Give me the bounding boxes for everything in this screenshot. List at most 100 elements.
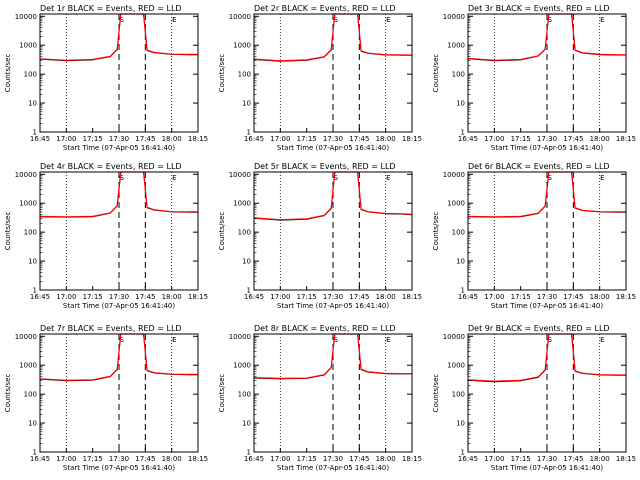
panel-1-ytick-label-0: 1 — [33, 129, 37, 137]
panel-7-xtick-label-6: 18:15 — [188, 455, 208, 463]
panel-7-xtick-label-4: 17:45 — [135, 455, 155, 463]
panel-3-ytick-label-4: 10000 — [443, 13, 465, 21]
panel-5-ytick-label-0: 1 — [247, 287, 251, 295]
panel-9-ytick-label-4: 10000 — [443, 333, 465, 341]
panel-4-title: Det 4r BLACK = Events, RED = LLD — [40, 162, 182, 171]
panel-9-ylabel: Counts/sec — [432, 374, 440, 413]
panel-7-xtick-label-3: 17:30 — [109, 455, 129, 463]
panel-8-marker-S: S — [334, 336, 339, 344]
panel-2-xtick-label-6: 18:15 — [402, 135, 422, 143]
panel-4-xtick-label-1: 17:00 — [56, 293, 76, 301]
chart-panel-9: Det 9r BLACK = Events, RED = LLD S E 1 10 100… — [432, 324, 636, 472]
panel-5-title: Det 5r BLACK = Events, RED = LLD — [254, 162, 396, 171]
panel-5-xtick-label-5: 18:00 — [376, 293, 396, 301]
panel-8-ytick-label-2: 100 — [238, 391, 251, 399]
panel-5-xtick-label-4: 17:45 — [349, 293, 369, 301]
panel-9-xtick-label-4: 17:45 — [563, 455, 583, 463]
panel-2-title: Det 2r BLACK = Events, RED = LLD — [254, 4, 396, 13]
chart-panel-4: Det 4r BLACK = Events, RED = LLD S E 1 10 100… — [4, 162, 208, 310]
chart-panel-7: Det 7r BLACK = Events, RED = LLD S E 1 10 100… — [4, 324, 208, 472]
panel-6-marker-S: S — [548, 174, 553, 182]
panel-1-ytick-label-4: 10000 — [15, 13, 37, 21]
chart-panel-3: Det 3r BLACK = Events, RED = LLD S E 1 10 100… — [432, 4, 636, 152]
panel-2-ytick-label-2: 100 — [238, 71, 251, 79]
panel-9-xtick-label-6: 18:15 — [616, 455, 636, 463]
panel-1-xtick-label-2: 17:15 — [83, 135, 103, 143]
panel-1-xtick-label-1: 17:00 — [56, 135, 76, 143]
panel-1-xtick-label-5: 18:00 — [162, 135, 182, 143]
panel-4-ytick-label-1: 10 — [28, 258, 37, 266]
panel-9-title: Det 9r BLACK = Events, RED = LLD — [468, 324, 610, 333]
panel-3-ytick-label-1: 10 — [456, 100, 465, 108]
panel-8-ylabel: Counts/sec — [218, 374, 226, 413]
panel-2-ytick-label-3: 1000 — [233, 42, 251, 50]
panel-3-xtick-label-0: 16:45 — [458, 135, 478, 143]
panel-6-xtick-label-0: 16:45 — [458, 293, 478, 301]
panel-5-ytick-label-1: 10 — [242, 258, 251, 266]
panel-3-marker-E: E — [600, 16, 604, 24]
panel-5-ytick-label-3: 1000 — [233, 200, 251, 208]
panel-8-ytick-label-0: 1 — [247, 449, 251, 457]
panel-3-xtick-label-4: 17:45 — [563, 135, 583, 143]
panel-1-xtick-label-0: 16:45 — [30, 135, 50, 143]
panel-6-xtick-label-5: 18:00 — [590, 293, 610, 301]
panel-6-xtick-label-1: 17:00 — [484, 293, 504, 301]
panel-9-marker-S: S — [548, 336, 553, 344]
panel-6-xtick-label-3: 17:30 — [537, 293, 557, 301]
panel-7-ytick-label-4: 10000 — [15, 333, 37, 341]
panel-2-marker-E: E — [386, 16, 390, 24]
panel-5-xtick-label-6: 18:15 — [402, 293, 422, 301]
panel-6-xtick-label-2: 17:15 — [511, 293, 531, 301]
panel-7-ytick-label-0: 1 — [33, 449, 37, 457]
panel-7-title: Det 7r BLACK = Events, RED = LLD — [40, 324, 182, 333]
panel-8-xtick-label-5: 18:00 — [376, 455, 396, 463]
panel-6-ytick-label-0: 1 — [461, 287, 465, 295]
panel-7-marker-E: E — [172, 336, 176, 344]
panel-2-ytick-label-4: 10000 — [229, 13, 251, 21]
panel-3-ytick-label-3: 1000 — [447, 42, 465, 50]
panel-3-xlabel: Start Time (07-Apr-05 16:41:40) — [491, 144, 603, 152]
panel-3-marker-S: S — [548, 16, 553, 24]
panel-2-xlabel: Start Time (07-Apr-05 16:41:40) — [277, 144, 389, 152]
panel-6-ylabel: Counts/sec — [432, 212, 440, 251]
chart-panel-6: Det 6r BLACK = Events, RED = LLD S E 1 10 100… — [432, 162, 636, 310]
panel-4-marker-E: E — [172, 174, 176, 182]
panel-4-xtick-label-6: 18:15 — [188, 293, 208, 301]
panel-8-xtick-label-3: 17:30 — [323, 455, 343, 463]
panel-5-ytick-label-2: 100 — [238, 229, 251, 237]
panel-8-ytick-label-3: 1000 — [233, 362, 251, 370]
panel-7-marker-S: S — [120, 336, 125, 344]
panel-9-marker-E: E — [600, 336, 604, 344]
panel-3-xtick-label-6: 18:15 — [616, 135, 636, 143]
panel-1-ytick-label-1: 10 — [28, 100, 37, 108]
panel-5-xtick-label-3: 17:30 — [323, 293, 343, 301]
panel-2-marker-S: S — [334, 16, 339, 24]
panel-6-xlabel: Start Time (07-Apr-05 16:41:40) — [491, 302, 603, 310]
panel-7-ytick-label-3: 1000 — [19, 362, 37, 370]
panel-7-xtick-label-2: 17:15 — [83, 455, 103, 463]
panel-1-ylabel: Counts/sec — [4, 54, 12, 93]
panel-6-title: Det 6r BLACK = Events, RED = LLD — [468, 162, 610, 171]
panel-2-xtick-label-0: 16:45 — [244, 135, 264, 143]
panel-3-ytick-label-0: 1 — [461, 129, 465, 137]
panel-2-xtick-label-4: 17:45 — [349, 135, 369, 143]
panel-6-xtick-label-4: 17:45 — [563, 293, 583, 301]
panel-8-ytick-label-1: 10 — [242, 420, 251, 428]
chart-panel-2: Det 2r BLACK = Events, RED = LLD S E 1 10 100… — [218, 4, 422, 152]
panel-6-ytick-label-3: 1000 — [447, 200, 465, 208]
panel-5-ytick-label-4: 10000 — [229, 171, 251, 179]
panel-2-xtick-label-1: 17:00 — [270, 135, 290, 143]
panel-4-xtick-label-0: 16:45 — [30, 293, 50, 301]
panel-7-xtick-label-0: 16:45 — [30, 455, 50, 463]
panel-7-xlabel: Start Time (07-Apr-05 16:41:40) — [63, 464, 175, 472]
panel-8-xtick-label-6: 18:15 — [402, 455, 422, 463]
panel-8-xtick-label-4: 17:45 — [349, 455, 369, 463]
panel-1-ytick-label-2: 100 — [24, 71, 37, 79]
panel-1-xtick-label-4: 17:45 — [135, 135, 155, 143]
panel-3-xtick-label-2: 17:15 — [511, 135, 531, 143]
panel-8-marker-E: E — [386, 336, 390, 344]
panel-9-xtick-label-0: 16:45 — [458, 455, 478, 463]
panel-9-ytick-label-1: 10 — [456, 420, 465, 428]
panel-9-xtick-label-1: 17:00 — [484, 455, 504, 463]
